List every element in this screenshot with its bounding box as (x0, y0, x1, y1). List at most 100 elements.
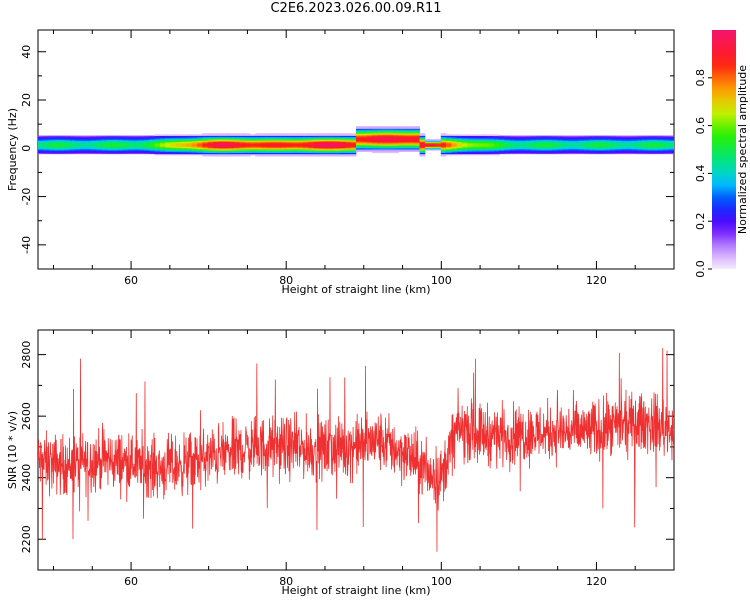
spectrum-cell (43, 141, 49, 144)
spectrum-cell (303, 134, 309, 137)
spectrum-cell (409, 146, 415, 149)
spectrum-cell (636, 141, 643, 144)
spectrum-cell (546, 152, 553, 155)
spectrum-cell (477, 146, 484, 149)
spectrum-cell (583, 147, 590, 150)
spectrum-cell (605, 138, 611, 140)
spectrum-cell (159, 151, 166, 153)
spectrum-cell (536, 140, 542, 143)
spectrum-cell (239, 153, 246, 156)
spectrum-cell (106, 152, 113, 155)
spectrum-cell (271, 147, 277, 150)
spectrum-cell (181, 134, 187, 137)
spectrum-cell (462, 151, 468, 153)
spectrum-cell (122, 145, 129, 147)
spectrum-cell (59, 152, 65, 155)
snr-ytick-label: 2800 (20, 341, 33, 369)
spectrum-cell (133, 138, 140, 140)
spectrum-cell (255, 136, 261, 139)
spectrum-cell (393, 128, 399, 131)
spectrum-cell (409, 139, 415, 142)
spectrum-cell (329, 140, 336, 143)
spectrum-cell (546, 148, 553, 151)
spectrum-cell (409, 149, 415, 151)
spectrum-cell (228, 136, 235, 139)
spectrum-cell (128, 152, 134, 155)
spectrum-cell (573, 151, 579, 153)
spectrum-cell (59, 150, 65, 152)
spectrum-cell (43, 139, 49, 141)
spectrum-cell (255, 140, 261, 143)
spectrum-cell (255, 151, 261, 153)
spectrum-cell (334, 133, 341, 135)
spectrum-cell (313, 147, 320, 150)
spectrum-cell (308, 145, 314, 147)
spectrum-cell (250, 138, 256, 140)
spectrum-cell (350, 145, 357, 147)
spectrum-xlabel: Height of straight line (km) (281, 283, 430, 296)
spectrum-cell (133, 145, 140, 147)
spectrum-cell (239, 151, 246, 153)
spectrum-cell (112, 140, 118, 143)
spectrum-cell (276, 142, 283, 145)
spectrum-cell (138, 152, 145, 155)
spectrum-cell (287, 151, 293, 153)
spectrum-cell (345, 134, 352, 137)
spectrum-cell (483, 148, 489, 151)
spectrum-cell (250, 145, 256, 147)
spectrum-cell (472, 141, 479, 144)
spectrum-cell (106, 145, 113, 147)
spectrum-cell (668, 136, 674, 139)
spectrum-cell (472, 145, 479, 147)
spectrum-cell (398, 137, 405, 139)
spectrum-cell (218, 133, 224, 135)
spectrum-cell (350, 151, 357, 153)
spectrum-cell (308, 154, 314, 157)
spectrum-cell (181, 144, 187, 146)
spectrum-cell (159, 139, 166, 141)
spectrum-cell (181, 150, 187, 152)
spectrum-cell (207, 134, 214, 137)
spectrum-cell (652, 141, 659, 144)
spectrum-cell (281, 141, 288, 144)
spectrum-cell (599, 147, 606, 150)
spectrum-cell (483, 152, 489, 155)
spectrum-cell (175, 153, 182, 156)
spectrum-cell (159, 147, 166, 150)
spectrum-cell (605, 151, 611, 153)
spectrum-cell (409, 134, 415, 137)
spectrum-cell (43, 136, 49, 139)
spectrum-cell (101, 140, 108, 143)
spectrum-cell (573, 144, 579, 146)
spectrum-cell (80, 144, 87, 146)
spectrum-cell (403, 147, 410, 150)
spectrum-cell (318, 148, 325, 151)
spectrum-cell (562, 145, 569, 147)
spectrum-cell (589, 140, 595, 143)
spectrum-cell (313, 138, 320, 140)
spectrum-cell (287, 136, 293, 139)
spectrum-cell (589, 152, 595, 155)
spectrum-cell (292, 135, 299, 138)
spectrum-cell (271, 152, 277, 155)
spectrum-cell (91, 151, 97, 153)
spectrum-cell (647, 139, 654, 141)
spectrum-cell (234, 141, 240, 144)
spectrum-cell (366, 147, 373, 150)
spectrum-cell (334, 150, 341, 152)
spectrum-cell (403, 135, 410, 138)
spectrum-cell (552, 145, 558, 147)
spectrum-cell (509, 135, 516, 138)
spectrum-cell (313, 148, 320, 151)
spectrum-cell (223, 151, 230, 153)
spectrum-cell (456, 142, 463, 145)
spectrum-cell (589, 135, 595, 138)
spectrum-cell (361, 126, 367, 128)
spectrum-cell (191, 147, 198, 150)
spectrum-cell (207, 140, 214, 143)
spectrum-cell (117, 138, 124, 140)
spectrum-cell (207, 141, 214, 144)
spectrum-cell (297, 148, 304, 151)
spectrum-cell (435, 141, 442, 144)
